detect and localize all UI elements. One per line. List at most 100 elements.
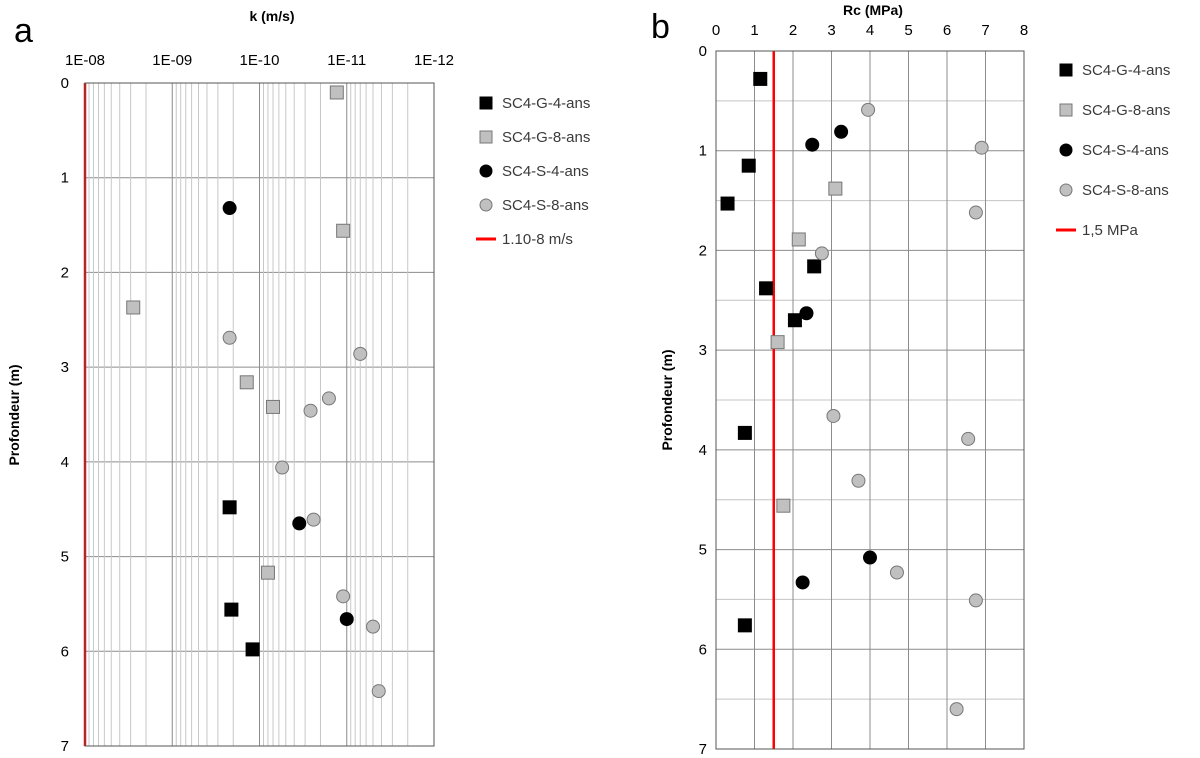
b-point-sc4-g-4-ans — [737, 425, 752, 440]
a-legend-label-sc4-g-4-ans: SC4-G-4-ans — [502, 95, 590, 112]
panel-a-y-tick-labels: 0 1 2 3 4 5 6 7 — [61, 75, 69, 755]
b-point-sc4-g-4-ans — [753, 71, 768, 86]
a-point-sc4-g-4-ans — [245, 642, 260, 657]
a-y-tick-label: 4 — [61, 454, 69, 471]
b-legend-label-sc4-g-8-ans: SC4-G-8-ans — [1082, 102, 1170, 119]
a-point-sc4-g-8-ans — [329, 85, 344, 100]
b-y-tick-label: 6 — [699, 641, 707, 658]
panel-b-x-axis-title: Rc (MPa) — [843, 2, 903, 18]
b-legend-label-sc4-s-4-ans: SC4-S-4-ans — [1082, 142, 1169, 159]
b-point-sc4-s-8-ans — [826, 408, 841, 423]
b-point-sc4-g-8-ans — [776, 498, 791, 513]
a-point-sc4-s-8-ans — [303, 403, 318, 418]
a-y-tick-label: 1 — [61, 170, 69, 187]
b-point-sc4-s-4-ans — [795, 575, 810, 590]
b-y-tick-label: 3 — [699, 342, 707, 359]
b-point-sc4-s-8-ans — [968, 205, 983, 220]
panel-a-legend: SC4-G-4-ans SC4-G-8-ans SC4-S-4-ans SC4-S-8… — [476, 95, 590, 248]
panel-a: a 1E-08 1E-09 1E-10 1E-11 1E-12 0 1 2 3 4 5 6 7 k (… — [6, 8, 590, 755]
panel-b-data-points — [720, 71, 989, 717]
a-point-sc4-g-8-ans — [266, 399, 281, 414]
panel-b-y-tick-labels: 0 1 2 3 4 5 6 7 — [699, 43, 707, 758]
a-point-sc4-s-8-ans — [366, 619, 381, 634]
a-point-sc4-g-4-ans — [222, 500, 237, 515]
b-point-sc4-s-4-ans — [863, 550, 877, 565]
b-legend-label-sc4-g-4-ans: SC4-G-4-ans — [1082, 62, 1170, 79]
a-point-sc4-s-4-ans — [339, 612, 354, 627]
a-legend-label-sc4-s-8-ans: SC4-S-8-ans — [502, 197, 589, 214]
panel-a-data-points — [126, 85, 386, 699]
a-point-sc4-s-8-ans — [336, 589, 351, 604]
b-point-sc4-g-4-ans — [759, 281, 774, 296]
b-x-tick-label: 7 — [981, 22, 989, 39]
b-point-sc4-g-4-ans — [807, 259, 822, 274]
a-legend-label-1-10-8-m-s: 1.10-8 m/s — [502, 231, 573, 248]
b-y-tick-label: 5 — [699, 542, 707, 559]
a-point-sc4-g-4-ans — [224, 602, 239, 617]
panel-a-x-tick-labels: 1E-08 1E-09 1E-10 1E-11 1E-12 — [65, 52, 454, 69]
b-point-sc4-s-4-ans — [799, 306, 814, 321]
b-x-tick-label: 4 — [866, 22, 874, 39]
b-point-sc4-g-8-ans — [791, 232, 806, 247]
b-y-tick-label: 4 — [699, 442, 707, 459]
b-x-tick-label: 6 — [943, 22, 951, 39]
b-x-tick-label: 3 — [827, 22, 835, 39]
a-point-sc4-g-8-ans — [336, 223, 351, 238]
panel-b-plot-frame — [715, 50, 1025, 750]
b-point-sc4-s-4-ans — [834, 124, 849, 139]
a-point-sc4-s-8-ans — [371, 684, 386, 699]
b-legend-marker-sc4-g-8-ans — [1059, 103, 1073, 117]
b-x-tick-label: 5 — [904, 22, 912, 39]
a-point-sc4-s-4-ans — [292, 516, 307, 531]
b-point-sc4-s-4-ans — [805, 137, 820, 152]
a-point-sc4-s-8-ans — [306, 512, 321, 527]
b-point-sc4-s-8-ans — [861, 102, 876, 117]
a-x-tick-label: 1E-08 — [65, 52, 105, 69]
b-y-tick-label: 2 — [699, 242, 707, 259]
panel-a-x-axis-title: k (m/s) — [249, 8, 294, 24]
panel-a-letter: a — [14, 12, 33, 50]
a-x-tick-label: 1E-10 — [239, 52, 279, 69]
b-point-sc4-s-8-ans — [851, 473, 866, 488]
a-legend-marker-sc4-g-8-ans — [479, 130, 493, 144]
b-point-sc4-g-4-ans — [787, 313, 802, 328]
a-legend-marker-sc4-g-4-ans — [479, 96, 493, 110]
b-point-sc4-g-4-ans — [737, 618, 752, 633]
a-x-tick-label: 1E-12 — [414, 52, 454, 69]
a-point-sc4-s-8-ans — [222, 330, 237, 345]
b-x-tick-label: 8 — [1020, 22, 1028, 39]
b-y-tick-label: 7 — [699, 741, 707, 758]
panel-a-grid — [85, 82, 435, 747]
b-point-sc4-g-4-ans — [741, 158, 756, 173]
panel-a-y-axis-title: Profondeur (m) — [6, 364, 22, 465]
panel-b-grid — [715, 50, 1025, 750]
b-point-sc4-s-8-ans — [968, 593, 983, 608]
a-point-sc4-s-4-ans — [222, 201, 237, 216]
b-point-sc4-s-8-ans — [889, 565, 904, 580]
panel-b-legend: SC4-G-4-ans SC4-G-8-ans SC4-S-4-ans SC4-S-8… — [1056, 62, 1170, 239]
a-legend-label-sc4-g-8-ans: SC4-G-8-ans — [502, 129, 590, 146]
panel-a-plot-frame — [84, 82, 435, 747]
a-point-sc4-g-8-ans — [260, 565, 275, 580]
a-point-sc4-s-8-ans — [321, 391, 336, 406]
a-y-tick-label: 7 — [61, 738, 69, 755]
b-point-sc4-g-4-ans — [720, 196, 735, 211]
b-x-tick-label: 0 — [712, 22, 720, 39]
a-legend-marker-sc4-s-8-ans — [479, 198, 493, 212]
b-point-sc4-s-8-ans — [814, 246, 829, 261]
a-y-tick-label: 5 — [61, 549, 69, 566]
a-y-tick-label: 3 — [61, 359, 69, 376]
panel-b: b 0 1 2 3 4 5 6 7 8 0 1 2 3 4 5 6 7 Rc (MPa) Profondeur… — [651, 2, 1170, 758]
a-legend-label-sc4-s-4-ans: SC4-S-4-ans — [502, 163, 589, 180]
a-point-sc4-s-8-ans — [275, 460, 290, 475]
b-legend-label-sc4-s-8-ans: SC4-S-8-ans — [1082, 182, 1169, 199]
a-x-tick-label: 1E-09 — [152, 52, 192, 69]
a-point-sc4-g-8-ans — [126, 300, 141, 315]
b-x-tick-label: 2 — [789, 22, 797, 39]
a-x-tick-label: 1E-11 — [327, 52, 366, 69]
panel-b-x-tick-labels: 0 1 2 3 4 5 6 7 8 — [712, 22, 1028, 39]
b-point-sc4-s-8-ans — [974, 140, 989, 155]
a-point-sc4-g-8-ans — [239, 375, 254, 390]
a-legend-marker-sc4-s-4-ans — [479, 164, 493, 178]
